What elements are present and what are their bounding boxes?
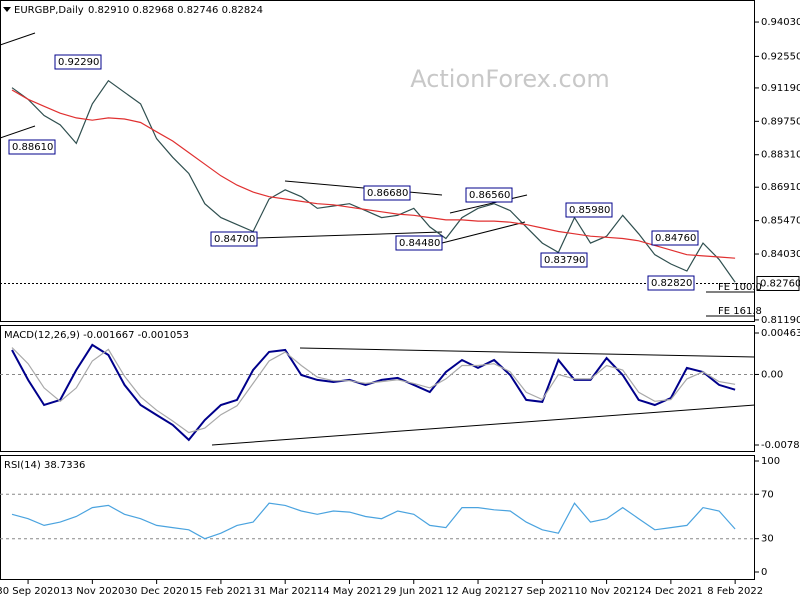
y-tick-label: 0.88310 [761,150,800,161]
x-tick-label: 30 Dec 2020 [125,586,189,597]
y-tick-label: 0.92550 [761,51,800,62]
annotation: 0.83790 [544,255,585,266]
annotation-box [210,231,258,247]
trend-line [256,231,443,239]
last-price-box [756,275,800,291]
trend-line [211,404,756,446]
annotation: FE 161.8 [718,306,762,317]
x-tick-label: 29 Jun 2021 [384,586,444,597]
x-tick-label: 12 Aug 2021 [446,586,510,597]
y-tick-label: 30 [761,534,774,545]
last-price-label: 0.82760 [760,278,800,289]
y-tick-label: 100 [761,456,780,467]
x-tick-label: 24 Dec 2021 [639,586,703,597]
annotation: 0.86560 [469,190,510,201]
y-tick-label: 0.86910 [761,182,800,193]
macd-panel [0,325,755,452]
series-line [11,89,736,259]
annotation: 0.86680 [367,188,408,199]
price-panel [0,0,755,322]
annotation: 0.82820 [651,278,692,289]
y-tick-label: 0.94030 [761,17,800,28]
trend-line [0,125,36,139]
x-tick-label: 10 Nov 2021 [575,586,639,597]
series-line [11,347,736,434]
menu-icon [3,7,11,12]
y-tick-label: 0.91190 [761,83,800,94]
panel-title: RSI(14) 38.7336 [4,460,85,471]
y-tick-label: 0.81190 [761,315,800,326]
annotation: 0.85980 [569,205,610,216]
y-tick-label: 0 [761,567,767,578]
panel-title: EURGBP,Daily [14,5,84,16]
trend-line [299,347,756,358]
y-tick-label: 0.89750 [761,116,800,127]
annotation-box [651,230,699,246]
annotation: 0.88610 [12,142,53,153]
annotation: 0.84760 [655,233,696,244]
watermark: ActionForex.com [410,65,610,93]
y-tick-label: -0.007886 [761,440,800,451]
annotation: 0.84700 [214,234,255,245]
x-tick-label: 13 Nov 2020 [60,586,124,597]
x-tick-label: 14 May 2021 [317,586,382,597]
annotation-box [465,187,513,203]
annotation-box [647,275,695,291]
y-tick-label: 0.004635 [761,328,800,339]
y-tick-label: 70 [761,489,774,500]
rsi-panel [0,455,755,580]
annotation: FE 100.0 [718,282,762,293]
x-tick-label: 31 Mar 2021 [253,586,316,597]
series-line [11,79,736,283]
x-tick-label: 15 Feb 2021 [190,586,252,597]
series-line [11,502,736,540]
y-tick-label: 0.85470 [761,216,800,227]
x-tick-label: 30 Sep 2020 [0,586,60,597]
annotation: 0.84480 [399,238,440,249]
series-line [11,343,736,442]
trend-line [449,194,528,214]
x-tick-label: 8 Feb 2022 [707,586,763,597]
y-tick-label: 0.84030 [761,249,800,260]
annotation-box [363,185,411,201]
trend-line [0,32,36,46]
annotation-box [540,252,588,268]
annotation-box [54,54,102,70]
x-tick-label: 27 Sep 2021 [511,586,574,597]
trend-line [441,221,526,244]
panel-title: MACD(12,26,9) -0.001667 -0.001053 [4,330,189,341]
annotation-box [395,235,443,251]
y-tick-label: 0.00 [761,369,783,380]
annotation: 0.92290 [58,57,99,68]
annotation-box [565,202,613,218]
annotation-box [8,139,56,155]
panel-subtitle: 0.82910 0.82968 0.82746 0.82824 [88,5,263,16]
